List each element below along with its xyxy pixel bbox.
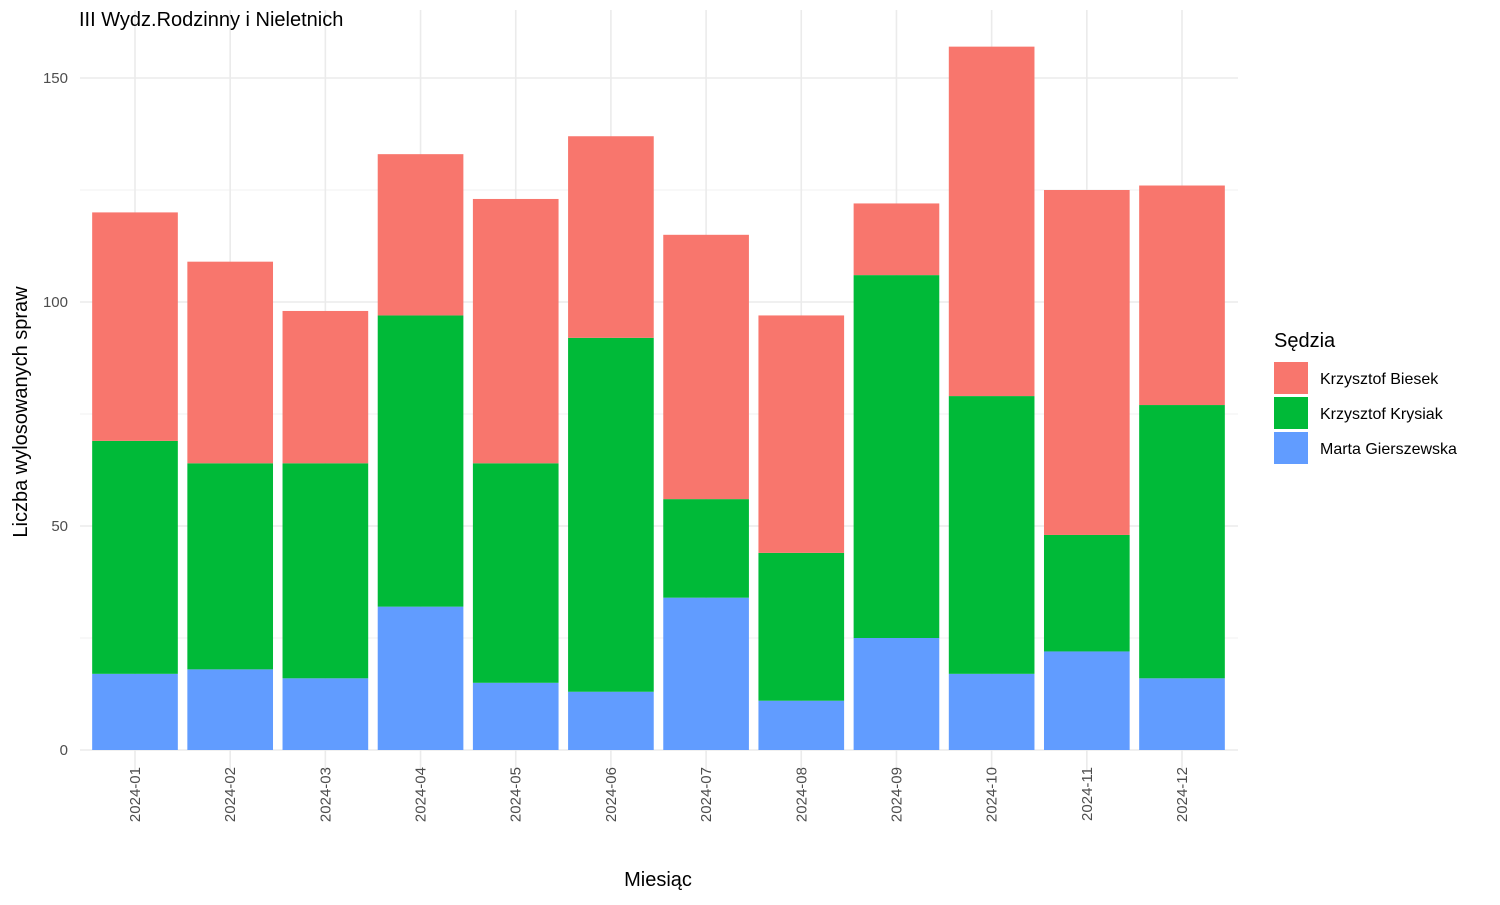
bar-segment [663,499,749,598]
x-tick-label: 2024-11 [1079,767,1096,821]
x-tick-label: 2024-01 [127,767,144,822]
bar-segment [377,315,464,607]
x-tick-label: 2024-03 [317,767,334,822]
x-tick-label: 2024-08 [793,767,810,822]
legend-items: Krzysztof Biesek Krzysztof Krysiak Marta G… [1274,362,1457,464]
bar-segment [948,673,1035,750]
bar-segment [853,275,940,638]
bar-segment [472,198,559,464]
bar-segment [1043,651,1130,750]
bars [92,46,1225,750]
bar-segment [948,46,1035,397]
bar-segment [282,310,369,464]
legend: Sędzia Krzysztof Biesek Krzysztof Krysiak… [1274,330,1457,464]
x-tick-label: 2024-12 [1174,767,1191,822]
y-tick-label: 100 [43,294,68,311]
bar-segment [377,154,464,316]
x-axis-ticks: 2024-01 2024-02 2024-03 2024-04 2024-05 2024-… [127,767,1191,822]
bar-segment [1043,190,1130,535]
bar-segment [568,691,654,750]
y-tick-label: 150 [43,70,68,87]
legend-key [1274,362,1308,394]
legend-label: Krzysztof Krysiak [1320,406,1444,423]
bar-segment [568,337,654,692]
bar-segment [568,136,654,338]
bar-segment [853,203,940,276]
x-tick-label: 2024-07 [698,767,715,822]
bar-segment [187,261,274,464]
bar-segment [1043,534,1130,652]
bar-segment [92,440,178,674]
x-tick-label: 2024-04 [413,767,430,822]
bar-segment [282,463,369,679]
bar-segment [663,234,749,500]
bar-segment [472,463,559,683]
legend-label: Marta Gierszewska [1320,441,1457,458]
x-tick-label: 2024-02 [222,767,239,822]
legend-label: Krzysztof Biesek [1320,371,1439,388]
bar-segment [948,396,1035,674]
bar-segment [758,315,845,553]
y-tick-label: 0 [60,742,68,759]
bar-segment [1139,185,1225,406]
x-tick-label: 2024-10 [984,767,1001,822]
x-tick-label: 2024-06 [603,767,620,822]
bar-segment [187,463,274,670]
x-tick-label: 2024-09 [888,767,905,822]
x-axis-title: Miesiąc [624,869,692,891]
bar-segment [1139,405,1225,679]
bar-segment [758,700,845,750]
bar-segment [282,678,369,750]
bar-segment [92,212,178,441]
legend-key [1274,432,1308,464]
bar-segment [377,606,464,750]
bar-segment [187,669,274,750]
bar-segment [663,597,749,750]
y-tick-label: 50 [51,518,68,535]
legend-key [1274,397,1308,429]
bar-segment [853,638,940,750]
chart-title: III Wydz.Rodzinny i Nieletnich [79,9,343,31]
bar-segment [92,673,178,750]
bar-segment [1139,678,1225,750]
bar-segment [472,682,559,750]
legend-title: Sędzia [1274,330,1336,352]
x-tick-label: 2024-05 [508,767,525,822]
y-axis-title: Liczba wylosowanych spraw [10,286,32,538]
bar-segment [758,552,845,701]
y-axis-ticks: 0 50 100 150 [43,70,68,759]
